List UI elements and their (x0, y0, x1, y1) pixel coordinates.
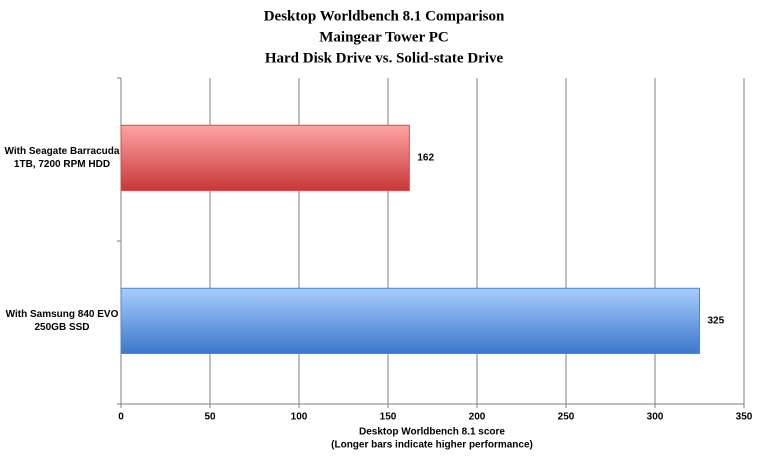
value-label: 162 (417, 153, 434, 164)
value-label: 325 (708, 316, 725, 327)
x-tick-label: 0 (118, 412, 124, 423)
x-tick-label: 350 (736, 412, 753, 423)
y-tick-label: With Samsung 840 EVO (6, 309, 119, 320)
x-tick-label: 50 (204, 412, 216, 423)
x-tick-label: 150 (380, 412, 397, 423)
chart-subtitle: Maingear Tower PC (319, 29, 448, 45)
x-tick-label: 100 (291, 412, 308, 423)
bar (120, 287, 700, 354)
x-tick-label: 300 (647, 412, 664, 423)
bar (120, 124, 410, 191)
y-tick-label: 1TB, 7200 RPM HDD (14, 159, 110, 170)
x-axis-label: (Longer bars indicate higher performance… (331, 440, 533, 451)
x-axis-label: Desktop Worldbench 8.1 score (359, 427, 505, 438)
x-tick-label: 200 (469, 412, 486, 423)
y-tick-label: With Seagate Barracuda (5, 146, 120, 157)
chart-title: Desktop Worldbench 8.1 Comparison (264, 8, 505, 24)
x-tick-label: 250 (558, 412, 575, 423)
chart-subtitle: Hard Disk Drive vs. Solid-state Drive (265, 50, 504, 66)
y-tick-label: 250GB SSD (34, 322, 89, 333)
